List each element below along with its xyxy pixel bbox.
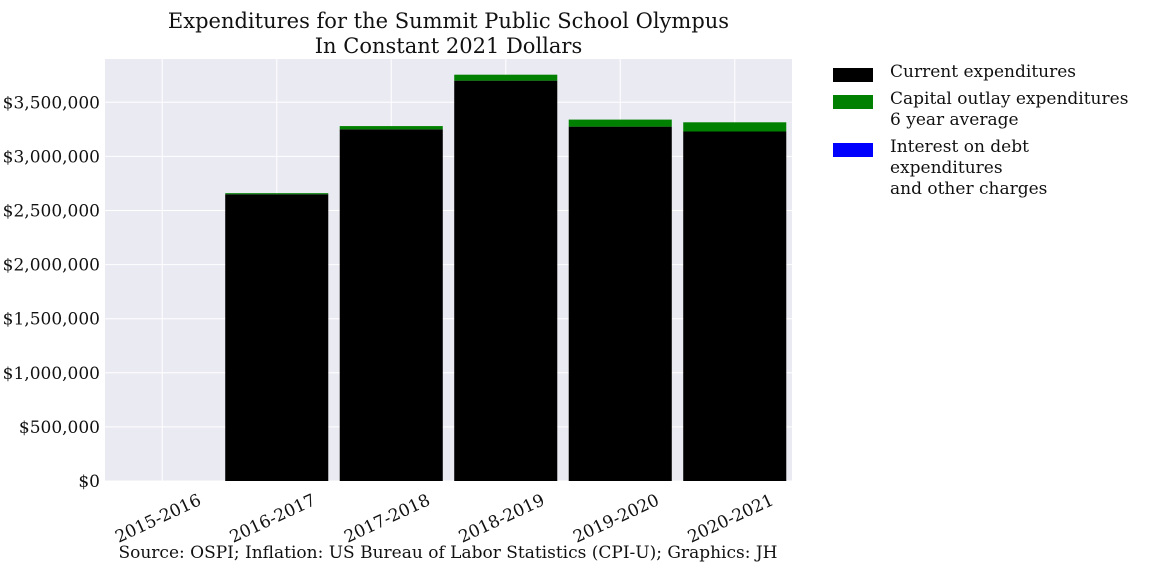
x-tick-label: 2020-2021 <box>685 490 777 547</box>
legend-swatch-capital <box>833 95 873 109</box>
bar-segment <box>339 129 443 482</box>
x-tick-label: 2018-2019 <box>456 490 548 547</box>
x-tick-label: 2016-2017 <box>227 490 319 547</box>
bar-segment <box>339 126 443 130</box>
bar-segment <box>454 74 558 81</box>
source-note: Source: OSPI; Inflation: US Bureau of La… <box>118 543 778 563</box>
legend-label-current: Current expenditures <box>890 62 1077 82</box>
y-tick-label: $1,500,000 <box>3 310 100 330</box>
y-tick-label: $3,000,000 <box>3 147 100 167</box>
chart-title: Expenditures for the Summit Public Schoo… <box>168 9 729 33</box>
y-tick-label: $0 <box>78 472 100 492</box>
bar-segment <box>225 194 329 481</box>
y-tick-label: $2,500,000 <box>3 201 100 221</box>
legend-item-current: Current expenditures <box>833 62 1143 83</box>
bar-segment <box>568 119 672 127</box>
x-tick-label: 2015-2016 <box>112 490 204 547</box>
legend-label-interest: Interest on debt expenditures and other … <box>890 137 1048 199</box>
bar-segment <box>454 80 558 482</box>
x-tick-label: 2019-2020 <box>570 490 662 547</box>
y-tick-label: $3,500,000 <box>3 93 100 113</box>
plot-area <box>105 59 792 481</box>
chart-title: In Constant 2021 Dollars <box>315 34 582 58</box>
legend: Current expenditures Capital outlay expe… <box>833 62 1143 206</box>
legend-item-capital: Capital outlay expenditures 6 year avera… <box>833 89 1143 131</box>
bar-segment <box>683 131 787 481</box>
legend-item-interest: Interest on debt expenditures and other … <box>833 137 1143 200</box>
y-tick-label: $2,000,000 <box>3 256 100 276</box>
bar-segment <box>683 122 787 132</box>
bar-segment <box>225 193 329 195</box>
legend-swatch-current <box>833 68 873 82</box>
y-tick-label: $500,000 <box>19 418 100 438</box>
x-tick-label: 2017-2018 <box>341 490 433 547</box>
y-tick-label: $1,000,000 <box>3 364 100 384</box>
legend-swatch-interest <box>833 143 873 157</box>
bar-segment <box>568 126 672 481</box>
legend-label-capital: Capital outlay expenditures 6 year avera… <box>890 89 1129 130</box>
